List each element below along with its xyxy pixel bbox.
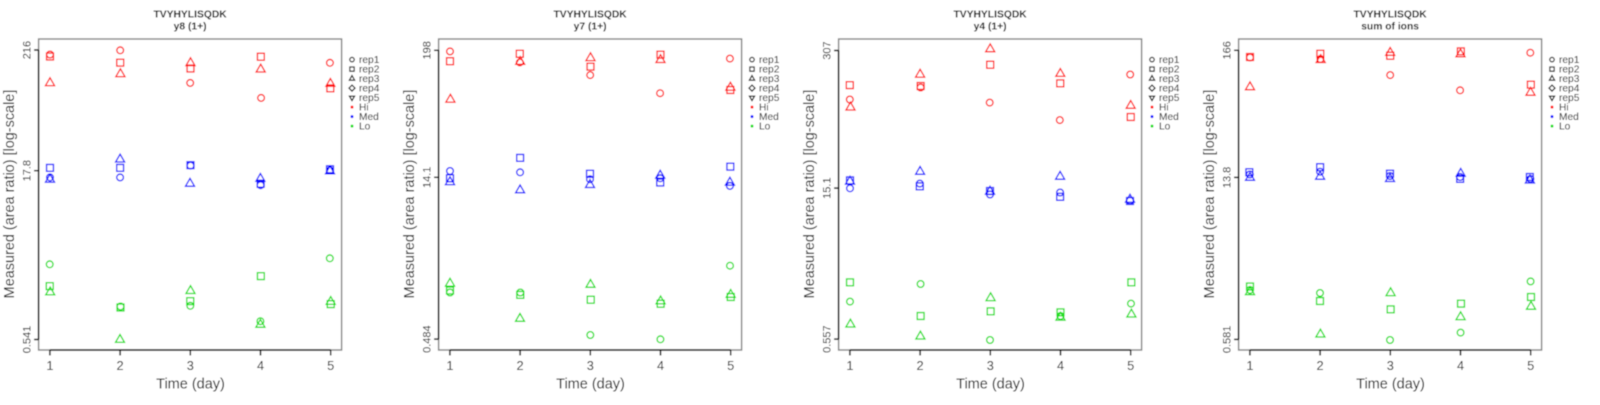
- svg-text:rep5: rep5: [759, 93, 780, 104]
- svg-text:2: 2: [917, 358, 924, 373]
- svg-text:Measured (area ratio) [log-sca: Measured (area ratio) [log-scale]: [802, 90, 818, 299]
- svg-text:Med: Med: [1559, 112, 1579, 123]
- svg-text:Measured (area ratio) [log-sca: Measured (area ratio) [log-scale]: [402, 90, 418, 299]
- svg-text:1: 1: [46, 358, 53, 373]
- svg-text:0.581: 0.581: [1222, 326, 1234, 354]
- svg-text:Lo: Lo: [759, 122, 771, 133]
- svg-text:0.557: 0.557: [822, 325, 834, 353]
- svg-text:3: 3: [187, 358, 194, 373]
- svg-text:rep3: rep3: [759, 74, 780, 85]
- svg-text:1: 1: [1246, 358, 1253, 373]
- svg-text:3: 3: [987, 358, 994, 373]
- svg-text:rep1: rep1: [759, 55, 780, 66]
- svg-text:Hi: Hi: [359, 103, 369, 114]
- svg-text:5: 5: [327, 358, 334, 373]
- svg-text:17.8: 17.8: [22, 160, 34, 181]
- svg-text:rep1: rep1: [1559, 55, 1580, 66]
- svg-text:rep4: rep4: [1159, 84, 1180, 95]
- svg-text:5: 5: [727, 358, 734, 373]
- svg-text:TVYHYLISQDK: TVYHYLISQDK: [1353, 10, 1427, 21]
- svg-text:4: 4: [657, 358, 664, 373]
- svg-text:Lo: Lo: [359, 122, 371, 133]
- svg-text:Time (day): Time (day): [1356, 377, 1425, 393]
- svg-text:Lo: Lo: [1159, 122, 1171, 133]
- svg-text:rep2: rep2: [759, 65, 780, 76]
- svg-text:rep5: rep5: [1559, 93, 1580, 104]
- svg-text:Med: Med: [359, 112, 379, 123]
- svg-text:rep2: rep2: [1559, 65, 1580, 76]
- svg-text:Lo: Lo: [1559, 122, 1571, 133]
- svg-text:rep1: rep1: [1159, 55, 1180, 66]
- svg-text:rep3: rep3: [359, 74, 380, 85]
- svg-text:0.541: 0.541: [22, 326, 34, 354]
- svg-text:2: 2: [517, 358, 524, 373]
- svg-text:2: 2: [1317, 358, 1324, 373]
- svg-text:TVYHYLISQDK: TVYHYLISQDK: [153, 10, 227, 21]
- svg-text:y7 (1+): y7 (1+): [574, 22, 607, 33]
- svg-text:15.1: 15.1: [822, 177, 834, 198]
- svg-text:Hi: Hi: [759, 103, 769, 114]
- svg-text:Hi: Hi: [1159, 103, 1169, 114]
- svg-text:5: 5: [1127, 358, 1134, 373]
- svg-text:5: 5: [1527, 358, 1534, 373]
- svg-text:TVYHYLISQDK: TVYHYLISQDK: [553, 10, 627, 21]
- svg-text:307: 307: [822, 41, 834, 59]
- svg-text:4: 4: [257, 358, 264, 373]
- svg-text:rep4: rep4: [359, 84, 380, 95]
- svg-text:2: 2: [117, 358, 124, 373]
- svg-text:Time (day): Time (day): [956, 377, 1025, 393]
- svg-text:rep2: rep2: [1159, 65, 1180, 76]
- svg-text:Measured (area ratio) [log-sca: Measured (area ratio) [log-scale]: [2, 90, 18, 299]
- svg-text:13.8: 13.8: [1222, 167, 1234, 188]
- svg-text:Time (day): Time (day): [156, 377, 225, 393]
- svg-text:4: 4: [1457, 358, 1464, 373]
- svg-text:1: 1: [446, 358, 453, 373]
- svg-text:Med: Med: [759, 112, 779, 123]
- svg-text:rep3: rep3: [1559, 74, 1580, 85]
- svg-text:rep5: rep5: [359, 93, 380, 104]
- svg-text:3: 3: [587, 358, 594, 373]
- svg-text:4: 4: [1057, 358, 1064, 373]
- svg-text:166: 166: [1222, 41, 1234, 59]
- svg-text:14.1: 14.1: [422, 167, 434, 188]
- svg-text:3: 3: [1387, 358, 1394, 373]
- svg-text:1: 1: [846, 358, 853, 373]
- svg-text:rep3: rep3: [1159, 74, 1180, 85]
- svg-text:y4 (1+): y4 (1+): [974, 22, 1007, 33]
- svg-text:rep5: rep5: [1159, 93, 1180, 104]
- svg-text:Measured (area ratio) [log-sca: Measured (area ratio) [log-scale]: [1202, 90, 1218, 299]
- svg-text:rep4: rep4: [1559, 84, 1580, 95]
- svg-text:rep4: rep4: [759, 84, 780, 95]
- svg-text:y8 (1+): y8 (1+): [174, 22, 207, 33]
- svg-text:rep2: rep2: [359, 65, 380, 76]
- svg-text:TVYHYLISQDK: TVYHYLISQDK: [953, 10, 1027, 21]
- svg-text:216: 216: [22, 41, 34, 59]
- svg-text:sum of ions: sum of ions: [1361, 22, 1419, 33]
- svg-text:Time (day): Time (day): [556, 377, 625, 393]
- svg-text:rep1: rep1: [359, 55, 380, 66]
- svg-text:Med: Med: [1159, 112, 1179, 123]
- svg-text:0.484: 0.484: [422, 325, 434, 353]
- svg-text:198: 198: [422, 41, 434, 59]
- svg-text:Hi: Hi: [1559, 103, 1569, 114]
